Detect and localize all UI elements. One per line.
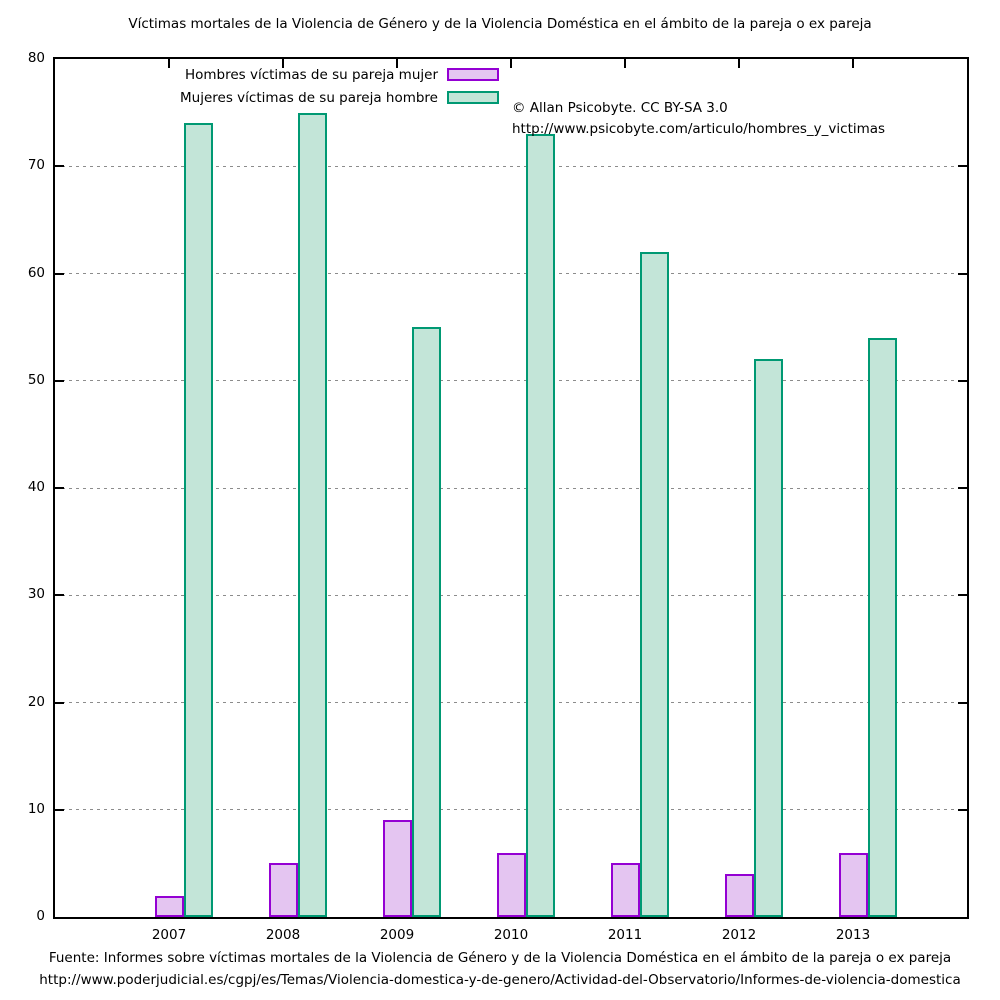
- x-tick-label-2013: 2013: [835, 927, 871, 943]
- bar-2013-hombres: [838, 852, 868, 917]
- credit-annotation: © Allan Psicobyte. CC BY-SA 3.0 http://w…: [512, 98, 885, 140]
- gridline-20: [55, 702, 967, 703]
- y-tick-left-30: [55, 594, 64, 597]
- legend-row-mujeres: Mujeres víctimas de su pareja hombre: [55, 86, 499, 109]
- y-tick-left-10: [55, 808, 64, 811]
- y-tick-label-20: 20: [27, 693, 45, 710]
- y-tick-left-60: [55, 272, 64, 275]
- bar-2010-mujeres: [525, 134, 555, 917]
- y-tick-left-70: [55, 165, 64, 168]
- y-tick-left-40: [55, 487, 64, 489]
- legend: Hombres víctimas de su pareja mujer Muje…: [55, 63, 499, 109]
- y-tick-right-50: [958, 379, 967, 382]
- bar-2009-hombres: [382, 820, 412, 917]
- bar-2011-hombres: [610, 863, 640, 917]
- legend-label-hombres: Hombres víctimas de su pareja mujer: [184, 66, 438, 83]
- bar-2009-mujeres: [411, 327, 441, 917]
- gridline-10: [55, 809, 967, 811]
- gridline-70: [55, 165, 967, 167]
- x-tick-top-2011: [624, 59, 626, 68]
- legend-row-hombres: Hombres víctimas de su pareja mujer: [55, 63, 499, 86]
- source-text: Fuente: Informes sobre víctimas mortales…: [48, 950, 952, 966]
- x-tick-top-2012: [738, 59, 740, 68]
- bar-2007-hombres: [154, 895, 184, 917]
- x-tick-top-2009: [396, 59, 398, 68]
- legend-swatch-mujeres-icon: [447, 91, 499, 104]
- y-tick-label-60: 60: [27, 264, 45, 281]
- y-tick-label-40: 40: [27, 479, 45, 495]
- gridline-40: [55, 487, 967, 489]
- x-tick-top-2008: [282, 59, 284, 68]
- y-tick-right-70: [958, 165, 967, 168]
- y-tick-label-80: 80: [27, 50, 45, 66]
- y-tick-right-10: [958, 808, 967, 811]
- chart-title: Víctimas mortales de la Violencia de Gén…: [128, 16, 872, 32]
- bar-2010-hombres: [496, 852, 526, 917]
- credit-url: http://www.psicobyte.com/articulo/hombre…: [512, 121, 886, 137]
- source-url: http://www.poderjudicial.es/cgpj/es/Tema…: [39, 972, 961, 988]
- x-tick-label-2010: 2010: [493, 927, 529, 943]
- y-tick-label-70: 70: [27, 157, 45, 174]
- y-tick-left-20: [55, 701, 64, 704]
- bar-2012-mujeres: [753, 359, 783, 917]
- bar-2013-mujeres: [867, 337, 897, 917]
- bar-2007-mujeres: [183, 123, 213, 917]
- y-tick-label-50: 50: [27, 371, 45, 388]
- gridline-50: [55, 380, 967, 382]
- legend-label-mujeres: Mujeres víctimas de su pareja hombre: [180, 89, 438, 106]
- x-tick-top-2013: [852, 59, 854, 68]
- credit-line: © Allan Psicobyte. CC BY-SA 3.0: [512, 100, 728, 116]
- x-tick-label-2008: 2008: [265, 927, 301, 943]
- bar-2008-mujeres: [297, 112, 327, 917]
- x-tick-label-2009: 2009: [379, 927, 415, 943]
- gridline-30: [55, 594, 967, 596]
- y-tick-right-30: [958, 594, 967, 597]
- y-tick-right-60: [958, 272, 967, 275]
- legend-swatch-hombres-icon: [447, 68, 499, 81]
- bar-2012-hombres: [724, 874, 754, 917]
- bar-2011-mujeres: [639, 252, 669, 917]
- y-tick-right-20: [958, 701, 967, 704]
- x-tick-label-2012: 2012: [721, 927, 757, 943]
- x-tick-label-2011: 2011: [607, 927, 643, 943]
- bar-2008-hombres: [268, 863, 298, 917]
- y-tick-right-40: [958, 487, 967, 489]
- y-tick-label-10: 10: [27, 800, 45, 817]
- plot-area: Hombres víctimas de su pareja mujer Muje…: [53, 57, 969, 919]
- y-tick-left-50: [55, 379, 64, 382]
- x-tick-top-2007: [168, 59, 170, 68]
- x-tick-label-2007: 2007: [151, 927, 187, 943]
- gridline-60: [55, 273, 967, 274]
- y-tick-label-30: 30: [27, 586, 45, 603]
- y-tick-label-0: 0: [36, 908, 45, 924]
- x-tick-top-2010: [510, 59, 512, 68]
